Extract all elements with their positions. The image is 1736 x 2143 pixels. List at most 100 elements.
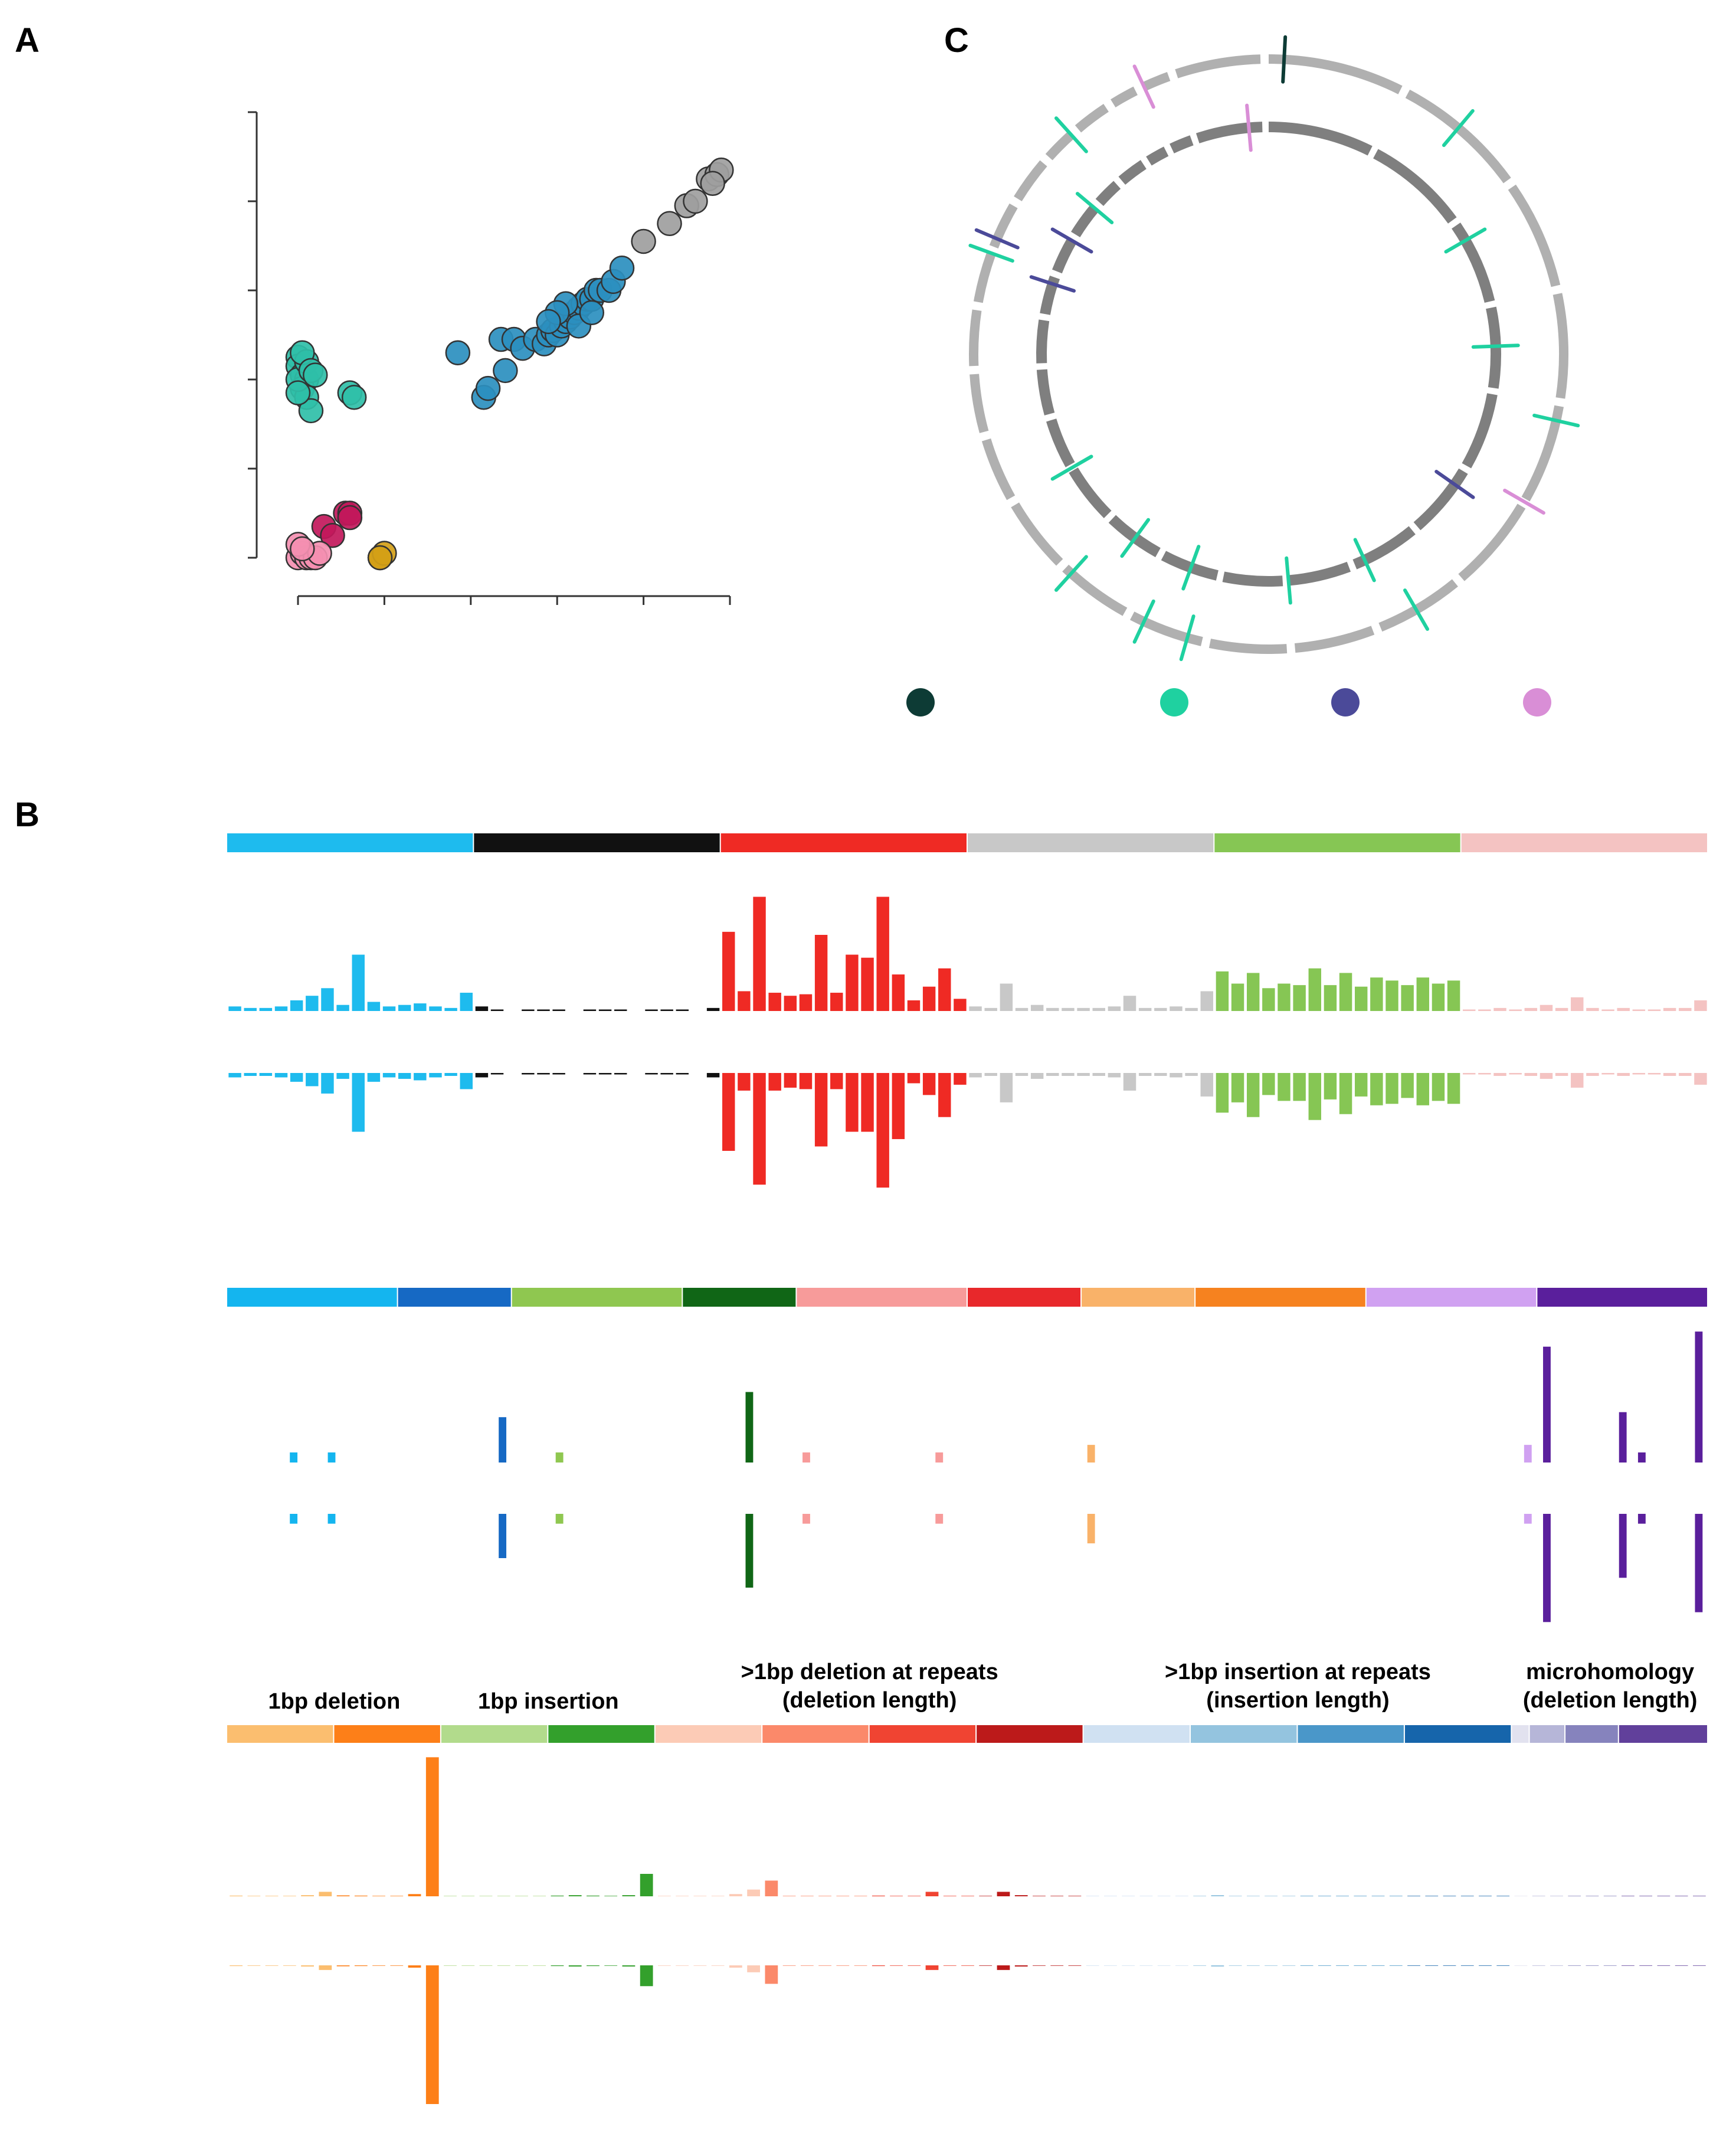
bar-biopsy-1 <box>1663 1007 1676 1011</box>
bar-biopsy-2 <box>522 1073 535 1075</box>
bar-biopsy-2 <box>979 1965 993 1966</box>
category-strip <box>474 833 720 852</box>
bar-biopsy-1 <box>475 1006 489 1011</box>
bar-biopsy-2 <box>230 1965 243 1967</box>
inner-ring-chromosome <box>1036 369 1055 415</box>
bar-biopsy-2 <box>1371 1965 1385 1966</box>
bar-biopsy-1 <box>306 996 319 1011</box>
bar-biopsy-2 <box>954 1073 967 1085</box>
bar-biopsy-2 <box>1086 1965 1099 1966</box>
bar-biopsy-2 <box>247 1965 261 1966</box>
category-strip <box>869 1725 976 1743</box>
bar-biopsy-1 <box>830 993 843 1011</box>
indel-class-header-line: (insertion length) <box>1206 1688 1389 1713</box>
category-strip <box>398 1288 511 1307</box>
inner-ring-chromosome <box>1373 149 1457 224</box>
inner-ring-chromosome <box>1222 571 1283 587</box>
bar-biopsy-1 <box>846 954 859 1011</box>
scatter-point <box>700 171 725 197</box>
bar-biopsy-2 <box>354 1965 368 1967</box>
bar-biopsy-1 <box>429 1006 442 1011</box>
category-strip <box>762 1725 869 1743</box>
bar-biopsy-2 <box>753 1073 766 1185</box>
bar-biopsy-1 <box>290 1452 298 1463</box>
bar-biopsy-1 <box>1478 1009 1491 1011</box>
bar-biopsy-2 <box>1336 1965 1349 1966</box>
cnv-event-mark <box>1050 454 1093 481</box>
bar-biopsy-2 <box>555 1514 564 1524</box>
bar-biopsy-2 <box>1122 1965 1135 1966</box>
bar-biopsy-2 <box>1170 1073 1183 1078</box>
bar-biopsy-2 <box>265 1965 279 1966</box>
scatter-point <box>475 375 501 401</box>
scatter-chart <box>248 111 734 605</box>
bar-biopsy-2 <box>1216 1073 1229 1113</box>
bar-biopsy-2 <box>1555 1073 1568 1076</box>
bar-biopsy-2 <box>1324 1073 1337 1100</box>
bar-biopsy-1 <box>490 1009 504 1011</box>
bar-biopsy-2 <box>961 1965 974 1966</box>
bar-biopsy-2 <box>475 1073 489 1078</box>
bar-biopsy-1 <box>336 1895 350 1896</box>
inner-ring-chromosome <box>1095 181 1121 207</box>
outer-ring-chromosome <box>1294 626 1375 653</box>
bar-biopsy-1 <box>1246 973 1260 1011</box>
outer-ring-chromosome <box>973 253 995 303</box>
outer-ring-chromosome <box>969 309 982 367</box>
category-strip <box>977 1725 1083 1743</box>
bar-biopsy-1 <box>1543 1346 1551 1463</box>
bar-biopsy-1 <box>1123 996 1136 1011</box>
bar-biopsy-2 <box>803 1514 810 1524</box>
category-strip <box>1565 1725 1618 1743</box>
bar-biopsy-2 <box>1695 1514 1703 1612</box>
bar-biopsy-2 <box>1077 1073 1090 1076</box>
bar-biopsy-2 <box>908 1965 921 1966</box>
scatter-point <box>657 211 682 236</box>
bar-biopsy-2 <box>1139 1965 1153 1966</box>
bar-biopsy-1 <box>1154 1007 1167 1011</box>
bar-biopsy-1 <box>1679 1007 1692 1011</box>
bar-biopsy-2 <box>1432 1073 1445 1101</box>
indel-class-header-line: (deletion length) <box>1523 1688 1698 1713</box>
bar-biopsy-1 <box>784 996 797 1011</box>
category-strip <box>1529 1725 1565 1743</box>
bar-biopsy-1 <box>753 897 766 1011</box>
panel-label-a: A <box>15 21 40 60</box>
bar-biopsy-1 <box>244 1007 257 1011</box>
bar-biopsy-2 <box>408 1965 421 1968</box>
inner-ring-chromosome <box>1069 467 1112 519</box>
bar-biopsy-2 <box>1679 1073 1692 1076</box>
scatter-point <box>536 309 561 335</box>
category-strip <box>227 833 473 852</box>
outer-ring-chromosome <box>1378 579 1458 632</box>
bar-biopsy-1 <box>1601 1009 1614 1011</box>
indel-chart: 1bp deletion 1bp insertion >1bp deletion a… <box>227 1660 1707 2104</box>
bar-biopsy-1 <box>274 1006 288 1011</box>
bar-biopsy-2 <box>800 1965 814 1966</box>
bar-biopsy-2 <box>1479 1965 1492 1966</box>
legend-swatch <box>906 688 935 716</box>
indel-class-header-line: (deletion length) <box>782 1688 957 1713</box>
bar-biopsy-2 <box>890 1965 903 1966</box>
bar-biopsy-2 <box>1524 1514 1532 1524</box>
scatter-point <box>609 256 635 281</box>
bar-biopsy-1 <box>336 1005 349 1011</box>
bar-biopsy-1 <box>1694 1000 1707 1011</box>
bar-biopsy-1 <box>444 1007 457 1011</box>
category-strip <box>512 1288 682 1307</box>
bar-biopsy-1 <box>321 988 334 1011</box>
inner-ring-chromosome <box>1452 223 1495 303</box>
bar-biopsy-2 <box>1603 1965 1617 1966</box>
bar-biopsy-2 <box>1265 1965 1278 1966</box>
bar-biopsy-2 <box>1175 1965 1188 1966</box>
bar-biopsy-2 <box>814 1073 828 1147</box>
bar-biopsy-1 <box>861 957 874 1011</box>
bar-biopsy-2 <box>598 1073 612 1075</box>
bar-biopsy-1 <box>1308 968 1322 1011</box>
bar-biopsy-2 <box>969 1073 982 1078</box>
bar-biopsy-2 <box>533 1965 546 1966</box>
scatter-point <box>683 188 708 214</box>
bar-biopsy-1 <box>327 1452 336 1463</box>
bar-biopsy-2 <box>1637 1514 1646 1524</box>
bar-biopsy-2 <box>1571 1073 1584 1088</box>
